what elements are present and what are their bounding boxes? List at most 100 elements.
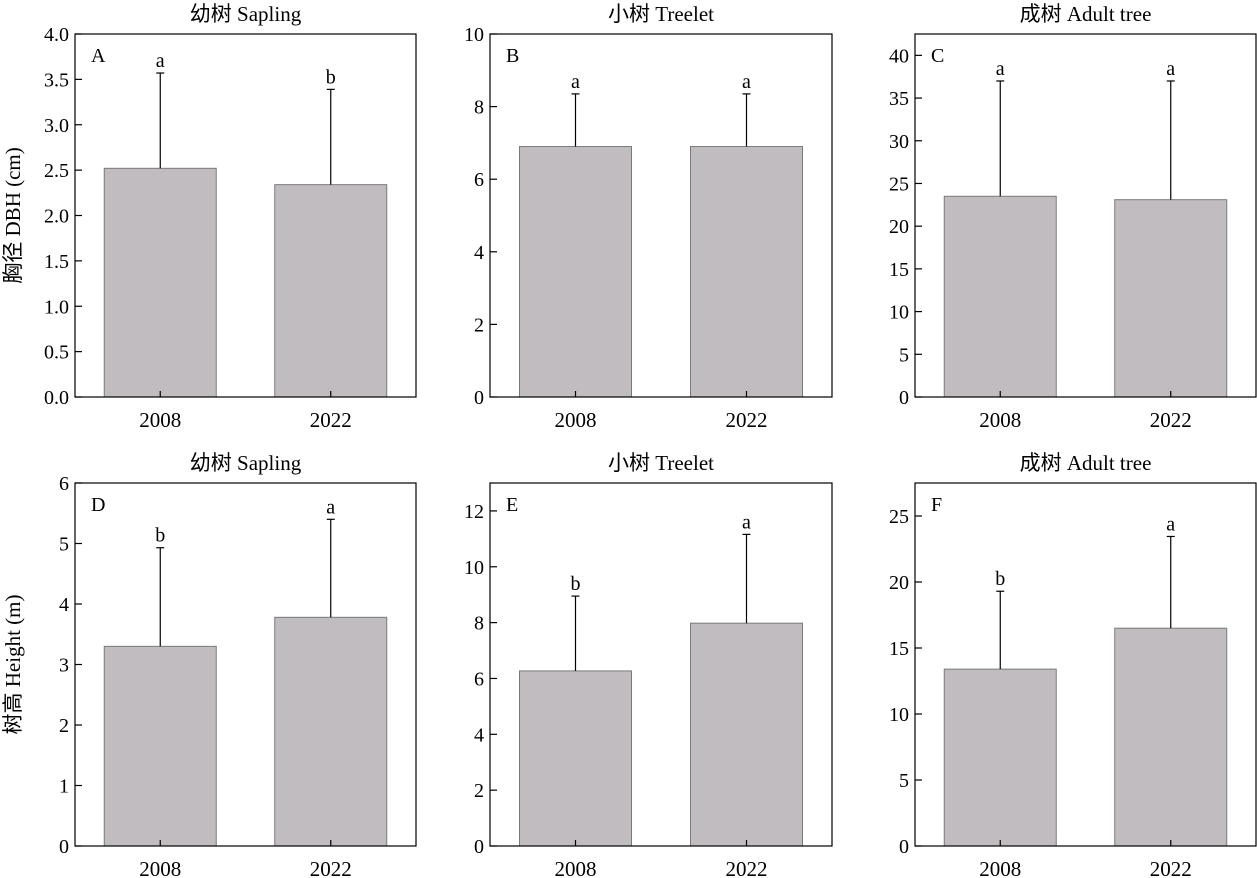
bar-2022 bbox=[1114, 627, 1228, 847]
y-tick-label: 1 bbox=[59, 776, 69, 798]
y-tick-label: 6 bbox=[474, 169, 484, 191]
panel-f-adult-tree-height: b 2008 a 2022 0 5 10 15 20 25 F 成树 Adult tree bbox=[889, 451, 1257, 878]
y-tick-label: 0 bbox=[474, 387, 484, 409]
bar-2022 bbox=[690, 146, 803, 398]
significance-letter: b bbox=[995, 568, 1005, 590]
y-tick-label: 15 bbox=[889, 638, 909, 660]
y-axis-label: 胸径 DBH (cm) bbox=[1, 147, 25, 283]
y-tick-label: 20 bbox=[889, 216, 909, 238]
y-tick-label: 2 bbox=[474, 780, 484, 802]
y-tick-label: 25 bbox=[889, 173, 909, 195]
y-tick-label: 2.5 bbox=[44, 160, 69, 182]
panel-title: 幼树 Sapling bbox=[190, 451, 302, 475]
panel-d-sapling-height: b 2008 a 2022 0 1 2 3 4 5 6D 幼树 Sapling 树高 Height (m… bbox=[1, 451, 417, 878]
panel-label: E bbox=[506, 494, 518, 516]
y-tick-label: 0 bbox=[59, 836, 69, 858]
panel-title: 小树 Treelet bbox=[608, 2, 714, 26]
significance-letter: a bbox=[1166, 513, 1175, 535]
y-tick-label: 2 bbox=[474, 314, 484, 336]
panel-label: B bbox=[506, 45, 519, 67]
x-tick-label: 2022 bbox=[310, 408, 352, 432]
x-tick-label: 2022 bbox=[726, 857, 768, 878]
panel-e-treelet-height: b 2008 a 2022 0 2 4 6 8 10 12 E 小树 Treelet bbox=[464, 451, 833, 878]
panel-b-treelet-dbh: a 2008 a 2022 0 2 4 6 8 10 B 小树 Treelet bbox=[464, 2, 833, 432]
y-tick-label: 15 bbox=[889, 259, 909, 281]
plot-frame bbox=[914, 482, 1257, 847]
y-tick-label: 4 bbox=[59, 594, 69, 616]
y-tick-label: 20 bbox=[889, 572, 909, 594]
significance-letter: a bbox=[742, 71, 751, 93]
y-tick-label: 4 bbox=[474, 724, 484, 746]
y-tick-label: 3.0 bbox=[44, 115, 69, 137]
panel-label: D bbox=[91, 494, 105, 516]
significance-letter: a bbox=[156, 50, 165, 72]
y-tick-label: 2 bbox=[59, 715, 69, 737]
y-tick-label: 10 bbox=[464, 24, 484, 46]
panel-a-sapling-dbh: a 2008 b 2022 0.0 0.5 1.0 1.5 2.0 2.5 3.0 3.5 4.0 A 幼树… bbox=[1, 2, 417, 432]
y-tick-label: 10 bbox=[889, 704, 909, 726]
significance-letter: b bbox=[326, 66, 336, 88]
y-tick-label: 40 bbox=[889, 45, 909, 67]
x-tick-label: 2008 bbox=[139, 408, 181, 432]
x-tick-label: 2022 bbox=[726, 408, 768, 432]
bar-2022 bbox=[690, 622, 803, 847]
y-tick-label: 5 bbox=[899, 344, 909, 366]
x-tick-label: 2008 bbox=[555, 857, 597, 878]
significance-letter: a bbox=[571, 71, 580, 93]
bar-2008 bbox=[103, 167, 217, 398]
bar-2008 bbox=[943, 668, 1057, 847]
y-tick-label: 3 bbox=[59, 655, 69, 677]
plot-frame bbox=[914, 33, 1257, 398]
y-tick-label: 1.0 bbox=[44, 296, 69, 318]
y-tick-label: 35 bbox=[889, 88, 909, 110]
y-tick-label: 3.5 bbox=[44, 69, 69, 91]
y-tick-label: 25 bbox=[889, 506, 909, 528]
panel-label: F bbox=[931, 494, 942, 516]
y-tick-label: 0 bbox=[899, 836, 909, 858]
bar-2022 bbox=[274, 616, 388, 847]
panel-title: 小树 Treelet bbox=[608, 451, 714, 475]
y-tick-label: 8 bbox=[474, 613, 484, 635]
y-tick-label: 8 bbox=[474, 97, 484, 119]
significance-letter: a bbox=[1166, 58, 1175, 80]
y-tick-label: 0 bbox=[474, 836, 484, 858]
x-tick-label: 2008 bbox=[555, 408, 597, 432]
panel-title: 成树 Adult tree bbox=[1020, 451, 1152, 475]
y-tick-label: 6 bbox=[59, 473, 69, 495]
x-tick-label: 2008 bbox=[139, 857, 181, 878]
panel-c-adult-tree-dbh: a 2008 a 2022 0 5 10 15 20 25 30 35 40 C 成树 Adult tree bbox=[889, 2, 1257, 432]
x-tick-label: 2022 bbox=[310, 857, 352, 878]
x-tick-label: 2022 bbox=[1150, 408, 1192, 432]
panel-label: C bbox=[931, 45, 944, 67]
panel-title: 成树 Adult tree bbox=[1020, 2, 1152, 26]
y-tick-label: 30 bbox=[889, 131, 909, 153]
plot-frame bbox=[489, 33, 833, 398]
bar-2008 bbox=[103, 645, 217, 847]
bar-2008 bbox=[943, 195, 1057, 398]
significance-letter: b bbox=[571, 573, 581, 595]
y-tick-label: 5 bbox=[899, 770, 909, 792]
y-tick-label: 6 bbox=[474, 668, 484, 690]
bar-2022 bbox=[1114, 199, 1228, 398]
y-tick-label: 12 bbox=[464, 501, 484, 523]
bar-2008 bbox=[519, 670, 632, 847]
panel-title: 幼树 Sapling bbox=[190, 2, 302, 26]
x-tick-label: 2008 bbox=[979, 857, 1021, 878]
significance-letter: a bbox=[742, 511, 751, 533]
y-tick-label: 0.0 bbox=[44, 387, 69, 409]
y-tick-label: 1.5 bbox=[44, 251, 69, 273]
y-tick-label: 10 bbox=[464, 557, 484, 579]
y-tick-label: 10 bbox=[889, 302, 909, 324]
bar-2022 bbox=[274, 184, 388, 398]
y-tick-label: 0 bbox=[899, 387, 909, 409]
y-tick-label: 2.0 bbox=[44, 206, 69, 228]
y-tick-label: 4 bbox=[474, 242, 484, 264]
y-tick-label: 4.0 bbox=[44, 24, 69, 46]
bar-2008 bbox=[519, 146, 632, 398]
y-tick-label: 5 bbox=[59, 534, 69, 556]
x-tick-label: 2022 bbox=[1150, 857, 1192, 878]
significance-letter: a bbox=[996, 58, 1005, 80]
y-axis-label: 树高 Height (m) bbox=[1, 595, 25, 735]
significance-letter: a bbox=[326, 496, 335, 518]
